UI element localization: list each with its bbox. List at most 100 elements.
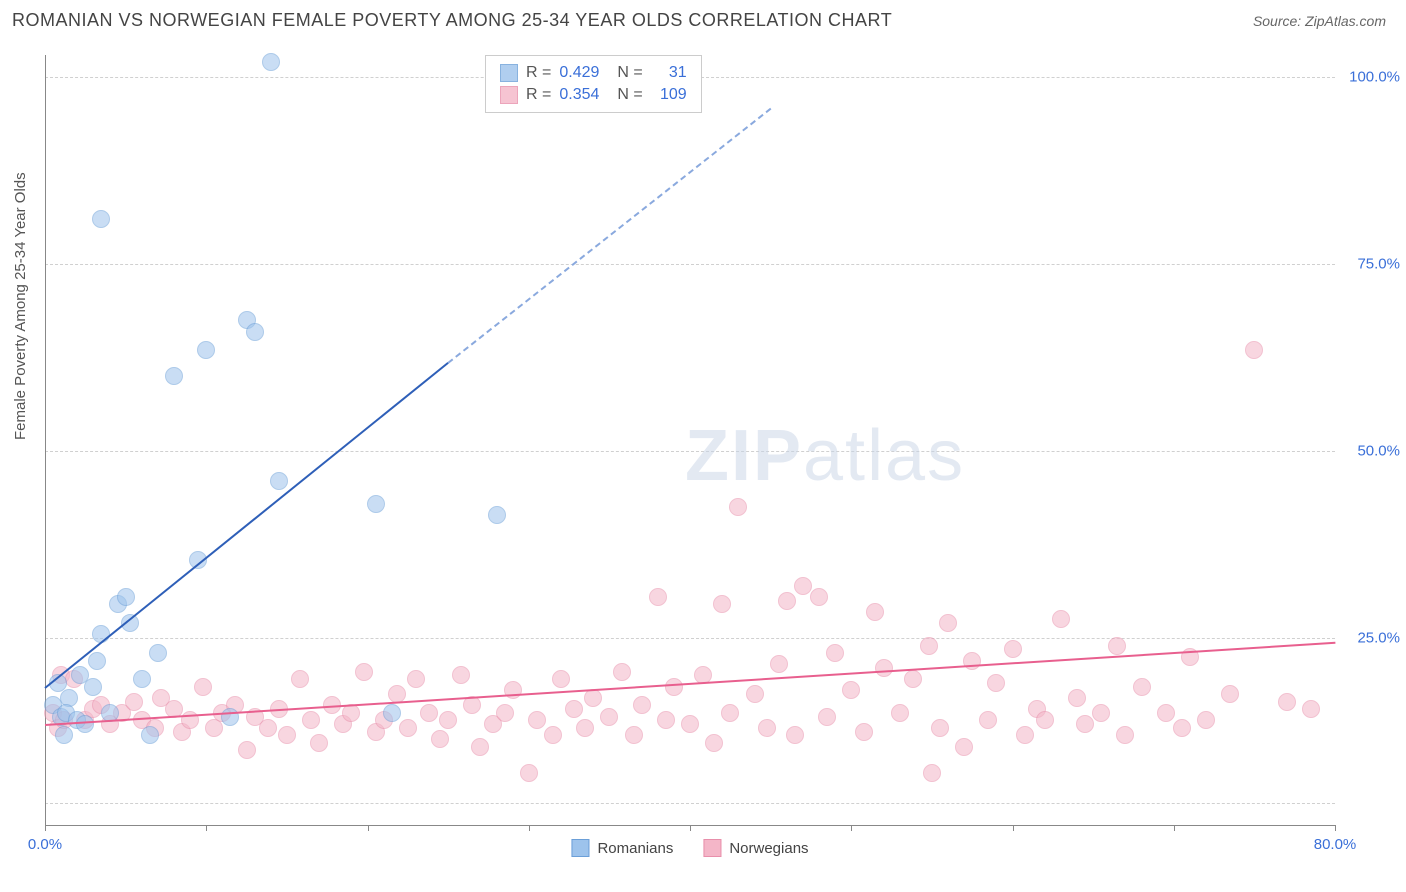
swatch-romanians [571,839,589,857]
data-point-norwegians [729,498,747,516]
data-point-norwegians [125,693,143,711]
y-tick-label: 100.0% [1349,69,1400,86]
data-point-norwegians [399,719,417,737]
data-point-norwegians [584,689,602,707]
data-point-romanians [165,367,183,385]
x-tick [206,825,207,831]
x-tick [1013,825,1014,831]
data-point-norwegians [1197,711,1215,729]
r-label: R = [526,86,551,104]
data-point-romanians [84,678,102,696]
data-point-norwegians [1068,689,1086,707]
chart-title: ROMANIAN VS NORWEGIAN FEMALE POVERTY AMO… [12,10,892,31]
data-point-norwegians [904,670,922,688]
data-point-norwegians [875,659,893,677]
y-axis-label: Female Poverty Among 25-34 Year Olds [12,172,29,440]
gridline [45,264,1335,265]
x-tick [690,825,691,831]
x-tick-label: 80.0% [1314,836,1357,853]
data-point-norwegians [1173,719,1191,737]
data-point-romanians [367,495,385,513]
data-point-norwegians [758,719,776,737]
data-point-norwegians [431,730,449,748]
n-label: N = [617,64,642,82]
legend-item-romanians: Romanians [571,839,673,857]
data-point-norwegians [633,696,651,714]
n-label: N = [617,86,642,104]
data-point-norwegians [310,734,328,752]
data-point-norwegians [1302,700,1320,718]
data-point-norwegians [613,663,631,681]
x-tick [1335,825,1336,831]
data-point-romanians [262,53,280,71]
data-point-norwegians [471,738,489,756]
legend-label-romanians: Romanians [597,840,673,857]
data-point-norwegians [794,577,812,595]
data-point-norwegians [420,704,438,722]
data-point-norwegians [649,588,667,606]
series-legend: Romanians Norwegians [571,839,808,857]
data-point-norwegians [955,738,973,756]
trend-line [44,362,448,689]
data-point-norwegians [544,726,562,744]
data-point-norwegians [1157,704,1175,722]
data-point-romanians [221,708,239,726]
data-point-norwegians [1133,678,1151,696]
data-point-norwegians [786,726,804,744]
data-point-norwegians [1016,726,1034,744]
data-point-norwegians [665,678,683,696]
legend-label-norwegians: Norwegians [729,840,808,857]
x-tick-label: 0.0% [28,836,62,853]
data-point-norwegians [987,674,1005,692]
data-point-norwegians [1221,685,1239,703]
data-point-romanians [197,341,215,359]
data-point-norwegians [238,741,256,759]
correlation-legend-row: R =0.429N =31 [500,62,687,84]
data-point-romanians [383,704,401,722]
chart-area: 25.0%50.0%75.0%100.0%0.0%80.0% ZIPatlas … [45,55,1335,825]
data-point-norwegians [194,678,212,696]
data-point-norwegians [1076,715,1094,733]
swatch-icon [500,64,518,82]
data-point-norwegians [1116,726,1134,744]
data-point-norwegians [931,719,949,737]
gridline [45,803,1335,804]
data-point-norwegians [810,588,828,606]
n-value: 31 [651,64,687,82]
data-point-norwegians [1052,610,1070,628]
correlation-legend: R =0.429N =31R =0.354N =109 [485,55,702,113]
data-point-norwegians [705,734,723,752]
data-point-norwegians [520,764,538,782]
x-tick [529,825,530,831]
data-point-norwegians [778,592,796,610]
data-point-romanians [133,670,151,688]
y-tick-label: 25.0% [1357,630,1400,647]
data-point-norwegians [302,711,320,729]
data-point-norwegians [355,663,373,681]
legend-item-norwegians: Norwegians [703,839,808,857]
data-point-romanians [141,726,159,744]
data-point-norwegians [439,711,457,729]
gridline [45,638,1335,639]
data-point-norwegians [528,711,546,729]
data-point-romanians [55,726,73,744]
data-point-romanians [488,506,506,524]
data-point-norwegians [1245,341,1263,359]
data-point-norwegians [552,670,570,688]
data-point-norwegians [721,704,739,722]
data-point-norwegians [600,708,618,726]
data-point-norwegians [713,595,731,613]
data-point-norwegians [1004,640,1022,658]
data-point-norwegians [1278,693,1296,711]
data-point-norwegians [291,670,309,688]
data-point-romanians [117,588,135,606]
data-point-romanians [149,644,167,662]
trend-line-extrapolated [448,108,772,364]
data-point-norwegians [920,637,938,655]
data-point-norwegians [1108,637,1126,655]
r-value: 0.429 [559,64,609,82]
data-point-norwegians [681,715,699,733]
y-tick-label: 75.0% [1357,256,1400,273]
data-point-norwegians [452,666,470,684]
data-point-norwegians [504,681,522,699]
